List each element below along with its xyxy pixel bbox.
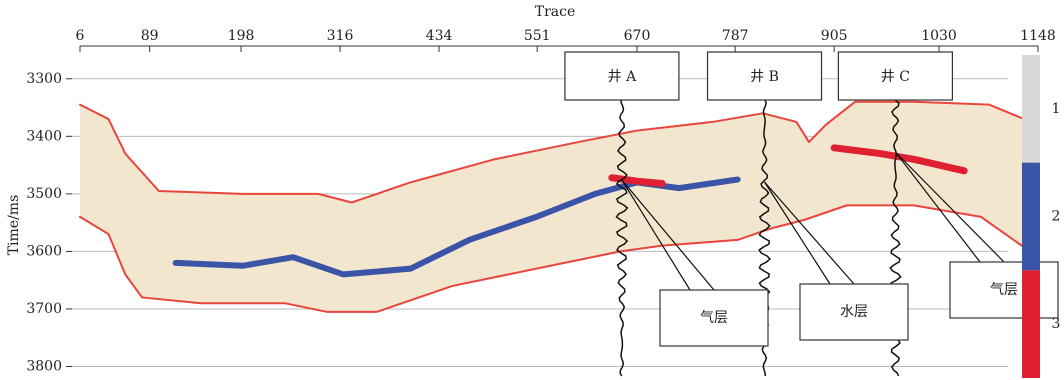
x-tick-label: 198	[228, 28, 255, 44]
y-tick-label: 3700	[26, 301, 62, 317]
y-axis-label: Time/ms	[6, 195, 22, 256]
y-tick-label: 3600	[26, 243, 62, 259]
colorbar-label: 2	[1052, 209, 1061, 225]
x-tick-label: 316	[327, 28, 354, 44]
x-tick-label: 1030	[921, 28, 957, 44]
x-tick-label: 551	[524, 28, 551, 44]
colorbar-segment	[1022, 270, 1040, 378]
colorbar-segment	[1022, 55, 1040, 163]
x-tick-label: 1148	[1020, 28, 1056, 44]
y-tick-label: 3300	[26, 71, 62, 87]
x-tick-label: 670	[624, 28, 651, 44]
well-label: 井 A	[608, 69, 637, 85]
colorbar-label: 3	[1052, 316, 1061, 332]
x-tick-label: 434	[426, 28, 453, 44]
y-tick-label: 3800	[26, 358, 62, 374]
layer-label: 气层	[990, 282, 1018, 298]
well-label: 井 B	[750, 69, 779, 85]
x-tick-label: 6	[76, 28, 85, 44]
y-tick-label: 3500	[26, 186, 62, 202]
colorbar-segment	[1022, 163, 1040, 271]
layer-label: 气层	[700, 310, 728, 326]
x-tick-label: 787	[722, 28, 749, 44]
y-tick-label: 3400	[26, 128, 62, 144]
x-tick-label: 905	[821, 28, 848, 44]
x-axis-label: Trace	[535, 4, 576, 20]
colorbar-label: 1	[1052, 101, 1061, 117]
x-tick-label: 89	[141, 28, 159, 44]
layer-label: 水层	[840, 304, 868, 320]
well-label: 井 C	[881, 69, 910, 85]
chart: Trace Time/ms 3300 3400 3500 3600 3700 3800 6 8…	[0, 0, 1064, 380]
